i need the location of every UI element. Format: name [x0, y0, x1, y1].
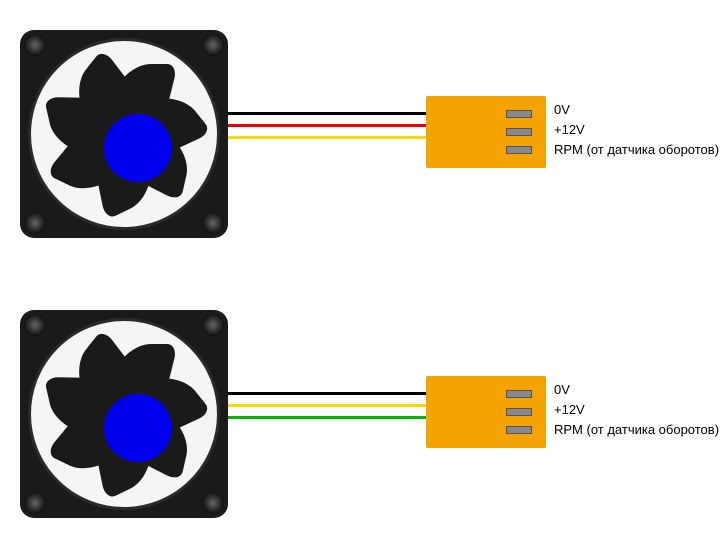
- wires-2: [228, 392, 428, 432]
- wiring-diagram-2: 0V +12V RPM (от датчика оборотов): [0, 300, 726, 530]
- wiring-diagram-1: 0V +12V RPM (от датчика оборотов): [0, 20, 726, 250]
- pin-labels-2: 0V +12V RPM (от датчика оборотов): [554, 380, 719, 440]
- wire-rpm: [228, 416, 428, 419]
- connector-1: [426, 96, 546, 168]
- wire-gnd: [228, 392, 428, 395]
- label-12v: +12V: [554, 120, 719, 140]
- label-12v: +12V: [554, 400, 719, 420]
- label-gnd: 0V: [554, 100, 719, 120]
- fan-1: [20, 30, 228, 238]
- wire-gnd: [228, 112, 428, 115]
- fan-hub: [104, 114, 172, 182]
- pin-labels-1: 0V +12V RPM (от датчика оборотов): [554, 100, 719, 160]
- label-rpm: RPM (от датчика оборотов): [554, 140, 719, 160]
- fan-blades: [34, 324, 214, 504]
- connector-pin: [506, 146, 532, 154]
- label-gnd: 0V: [554, 380, 719, 400]
- connector-pin: [506, 426, 532, 434]
- fan-hub: [104, 394, 172, 462]
- wire-12v: [228, 404, 428, 407]
- connector-pin: [506, 110, 532, 118]
- connector-pin: [506, 390, 532, 398]
- fan-2: [20, 310, 228, 518]
- wire-rpm: [228, 136, 428, 139]
- wire-12v: [228, 124, 428, 127]
- connector-pin: [506, 408, 532, 416]
- fan-blades: [34, 44, 214, 224]
- wires-1: [228, 112, 428, 152]
- label-rpm: RPM (от датчика оборотов): [554, 420, 719, 440]
- connector-2: [426, 376, 546, 448]
- connector-pin: [506, 128, 532, 136]
